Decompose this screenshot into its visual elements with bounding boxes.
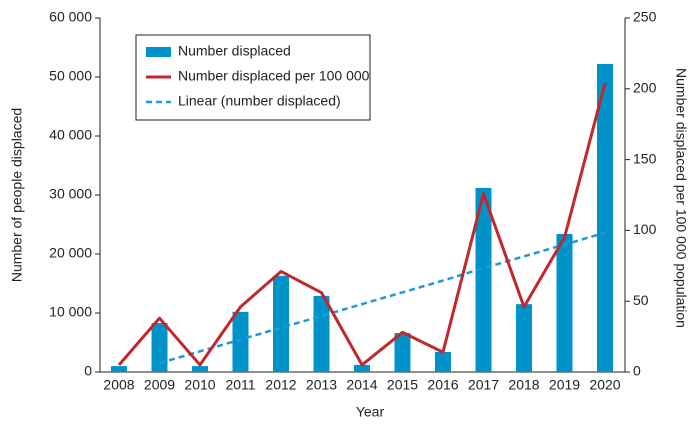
legend-swatch — [146, 47, 171, 57]
x-tick-label: 2011 — [225, 377, 255, 393]
x-tick-label: 2018 — [508, 377, 539, 393]
y-tick-label: 20 000 — [49, 245, 92, 261]
x-tick-label: 2017 — [468, 377, 499, 393]
bar — [313, 295, 330, 372]
x-tick-label: 2019 — [549, 377, 580, 393]
x-tick-label: 2008 — [103, 377, 134, 393]
y-tick-label: 40 000 — [49, 127, 92, 143]
y2-tick-label: 150 — [633, 150, 657, 166]
trend-line — [159, 231, 606, 365]
legend-label: Linear (number displaced) — [178, 93, 341, 109]
x-tick-label: 2012 — [265, 377, 296, 393]
bar — [394, 333, 411, 372]
x-tick-label: 2016 — [427, 377, 458, 393]
y2-tick-label: 0 — [633, 363, 641, 379]
x-tick-label: 2020 — [589, 377, 620, 393]
bar — [111, 366, 127, 372]
line — [117, 82, 607, 367]
bar — [192, 366, 208, 372]
y2-tick-label: 50 — [633, 292, 649, 308]
bar — [232, 311, 249, 372]
x-tick-label: 2010 — [184, 377, 215, 393]
y2-tick-label: 100 — [633, 221, 657, 237]
legend-box — [135, 34, 371, 121]
y2-tick-label: 200 — [633, 80, 657, 96]
bar — [273, 275, 289, 372]
bar — [597, 64, 613, 373]
x-tick-label: 2014 — [346, 377, 377, 393]
y-tick-label: 50 000 — [49, 68, 92, 84]
y-tick-label: 30 000 — [49, 186, 92, 202]
y2-tick-label: 250 — [633, 9, 657, 25]
y-tick-label: 0 — [84, 363, 92, 379]
bar — [151, 323, 168, 372]
legend-label: Number displaced per 100 000 — [178, 68, 370, 84]
y2-axis-title: Number displaced per 100 000 population — [673, 68, 689, 328]
bar — [475, 187, 492, 372]
bar — [556, 233, 573, 372]
y-tick-label: 10 000 — [49, 304, 92, 320]
x-tick-label: 2013 — [306, 377, 337, 393]
x-tick-label: 2009 — [144, 377, 175, 393]
bar — [435, 351, 451, 372]
bar — [516, 304, 532, 372]
bar — [354, 364, 370, 372]
y-tick-label: 60 000 — [49, 9, 92, 25]
x-axis-title: Year — [356, 404, 385, 420]
legend-label: Number displaced — [178, 43, 291, 59]
x-tick-label: 2015 — [387, 377, 418, 393]
y-axis-title: Number of people displaced — [9, 108, 25, 282]
